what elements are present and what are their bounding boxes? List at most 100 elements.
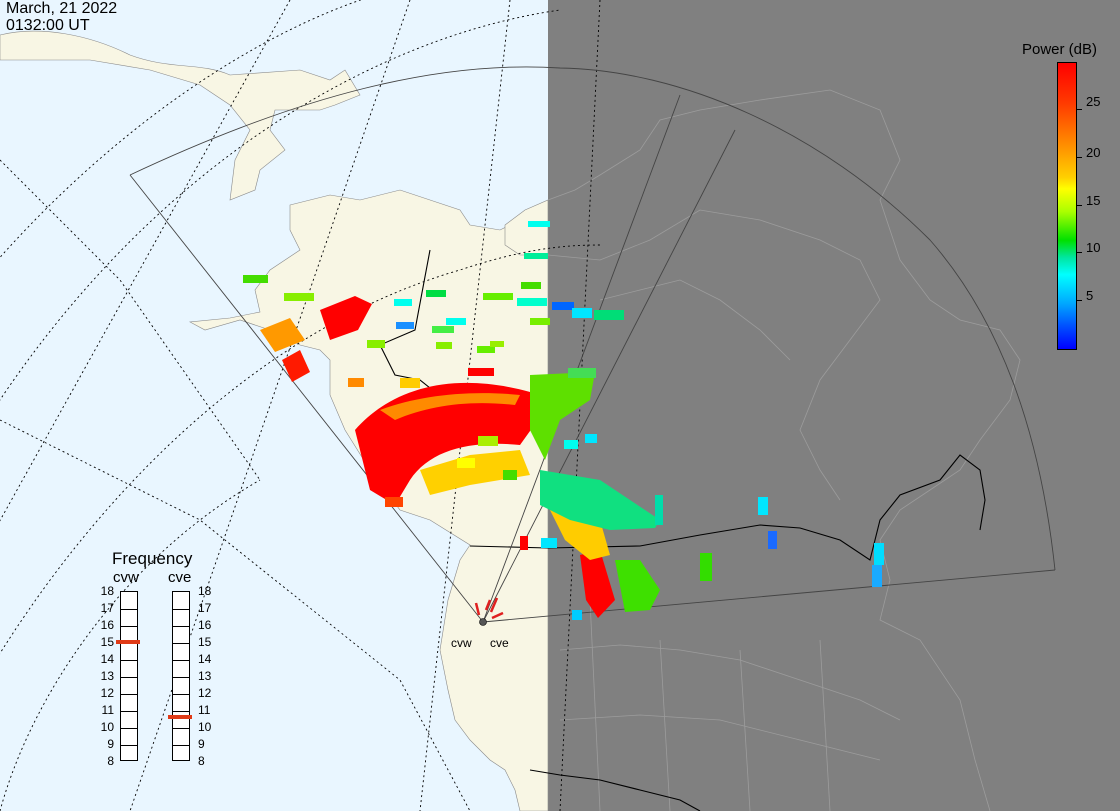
frequency-cell-divider bbox=[121, 745, 137, 746]
strong-echo-region bbox=[320, 296, 372, 340]
cve-channel-label: cve bbox=[168, 569, 192, 586]
weak-echo-region bbox=[540, 470, 660, 530]
frequency-cell-divider bbox=[121, 626, 137, 627]
echo-cell bbox=[394, 299, 412, 306]
frequency-cell-divider bbox=[121, 677, 137, 678]
echo-cell bbox=[758, 497, 768, 515]
frequency-cell-divider bbox=[173, 694, 189, 695]
frequency-scale-label: 12 bbox=[198, 686, 212, 700]
echo-cell bbox=[517, 298, 547, 306]
colorbar-label: 20 bbox=[1086, 145, 1101, 160]
landmass-day bbox=[0, 30, 549, 811]
cvw-channel-label: cvw bbox=[113, 569, 139, 586]
frequency-scale-label: 16 bbox=[198, 618, 212, 632]
weak-echo-region bbox=[530, 372, 595, 460]
echo-cell bbox=[568, 368, 596, 378]
colorbar-tick bbox=[1076, 109, 1082, 110]
echo-cell bbox=[700, 553, 712, 581]
frequency-scale-label: 18 bbox=[100, 584, 114, 598]
cve-frequency-marker bbox=[168, 714, 192, 719]
cvw-frequency-marker bbox=[116, 640, 140, 644]
echo-cell bbox=[477, 346, 495, 353]
echo-cell bbox=[585, 434, 597, 443]
echo-cell bbox=[564, 440, 578, 449]
colorbar-label: 5 bbox=[1086, 288, 1094, 303]
frequency-cell-divider bbox=[173, 711, 189, 712]
frequency-scale-label: 14 bbox=[198, 652, 212, 666]
colorbar-tick bbox=[1076, 157, 1082, 158]
frequency-scale-label: 18 bbox=[198, 584, 212, 598]
weak-echo-region bbox=[615, 560, 660, 612]
frequency-scale-label: 13 bbox=[100, 669, 114, 683]
echo-cell bbox=[457, 458, 475, 468]
backscatter-cells bbox=[243, 221, 884, 620]
echo-cell bbox=[478, 436, 498, 446]
echo-cell bbox=[572, 308, 592, 318]
strong-echo-region bbox=[282, 350, 310, 382]
frequency-scale-label: 12 bbox=[100, 686, 114, 700]
echo-cell bbox=[572, 610, 582, 620]
echo-cell bbox=[521, 282, 541, 289]
frequency-scale-label: 11 bbox=[198, 703, 211, 717]
landmass-night-outline bbox=[547, 89, 1021, 811]
echo-fringe bbox=[380, 393, 520, 420]
echo-cell bbox=[655, 495, 663, 525]
cve-frequency-column bbox=[172, 591, 190, 761]
echo-fringe bbox=[420, 450, 530, 495]
echo-cell bbox=[524, 253, 548, 259]
frequency-scale-label: 9 bbox=[107, 737, 114, 751]
time-label: 0132:00 UT bbox=[6, 17, 90, 34]
echo-cell bbox=[874, 543, 884, 565]
frequency-cell-divider bbox=[121, 728, 137, 729]
frequency-cell-divider bbox=[121, 694, 137, 695]
colorbar-label: 10 bbox=[1086, 240, 1101, 255]
colorbar-tick bbox=[1076, 252, 1082, 253]
frequency-cell-divider bbox=[173, 660, 189, 661]
echo-cell bbox=[552, 302, 574, 310]
echo-cell bbox=[483, 293, 513, 300]
colorbar-tick bbox=[1076, 300, 1082, 301]
frequency-cell-divider bbox=[173, 626, 189, 627]
cvw-frequency-column bbox=[120, 591, 138, 761]
frequency-cell-divider bbox=[173, 745, 189, 746]
frequency-cell-divider bbox=[173, 643, 189, 644]
echo-cell bbox=[503, 470, 517, 480]
echo-cell bbox=[520, 536, 528, 550]
frequency-cell-divider bbox=[173, 677, 189, 678]
radar-site-marker bbox=[474, 597, 504, 626]
date-label: March, 21 2022 bbox=[6, 0, 118, 17]
echo-cell bbox=[284, 293, 314, 301]
frequency-panel-title: Frequency bbox=[112, 549, 193, 568]
frequency-scale-label: 8 bbox=[198, 754, 205, 768]
frequency-scale-label: 10 bbox=[100, 720, 114, 734]
echo-cell bbox=[530, 318, 550, 325]
echo-cell bbox=[432, 326, 454, 333]
frequency-scale-label: 15 bbox=[100, 635, 114, 649]
frequency-scale-label: 11 bbox=[101, 703, 114, 717]
colorbar-label: 15 bbox=[1086, 193, 1101, 208]
echo-cell bbox=[468, 368, 494, 376]
frequency-scale-label: 8 bbox=[107, 754, 114, 768]
frequency-scale-label: 16 bbox=[100, 618, 114, 632]
echo-cell bbox=[490, 341, 504, 347]
frequency-cell-divider bbox=[121, 660, 137, 661]
echo-cell bbox=[436, 342, 452, 349]
echo-cell bbox=[348, 378, 364, 387]
echo-cell bbox=[385, 497, 403, 507]
echo-cell bbox=[396, 322, 414, 329]
echo-cell bbox=[243, 275, 268, 283]
frequency-scale-label: 13 bbox=[198, 669, 212, 683]
frequency-scale-label: 14 bbox=[100, 652, 114, 666]
colorbar-title: Power (dB) bbox=[1022, 41, 1098, 58]
echo-cell bbox=[768, 531, 777, 549]
frequency-scale-label: 17 bbox=[198, 601, 212, 615]
frequency-scale-label: 17 bbox=[100, 601, 114, 615]
echo-cell bbox=[872, 565, 882, 587]
strong-echo-region bbox=[580, 550, 615, 618]
night-shading bbox=[548, 0, 1120, 811]
echo-cell bbox=[426, 290, 446, 297]
frequency-scale-label: 10 bbox=[198, 720, 212, 734]
echo-cell bbox=[528, 221, 550, 227]
